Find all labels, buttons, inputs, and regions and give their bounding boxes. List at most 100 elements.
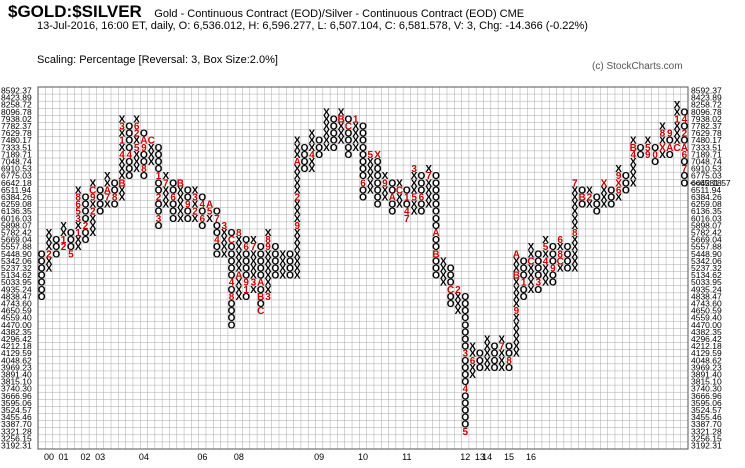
month-marker: 0 <box>652 150 658 161</box>
y-tick-label-left: 4935.24 <box>1 284 32 294</box>
o-box: O <box>461 306 469 317</box>
x-box: X <box>294 264 301 275</box>
y-tick-label-right: 7048.74 <box>691 157 722 167</box>
x-box: X <box>294 235 301 246</box>
y-tick-label-right: 5669.04 <box>691 235 722 245</box>
o-box: O <box>330 136 338 147</box>
month-marker: 4 <box>462 384 468 395</box>
o-box: O <box>228 228 236 239</box>
month-marker: X <box>374 150 381 161</box>
o-box: O <box>432 185 440 196</box>
y-tick-label-left: 6910.53 <box>1 164 32 174</box>
o-box: O <box>622 185 630 196</box>
x-box: X <box>513 313 520 324</box>
x-tick-label: 04 <box>139 452 149 462</box>
month-marker: B <box>177 178 184 189</box>
x-box: X <box>542 271 549 282</box>
y-tick-label-right: 3891.40 <box>691 369 722 379</box>
o-box: O <box>461 313 469 324</box>
y-tick-label-left: 5033.95 <box>1 277 32 287</box>
month-marker: A <box>140 136 147 147</box>
month-marker: 4 <box>127 150 133 161</box>
y-tick-label-left: 6259.08 <box>1 199 32 209</box>
o-box: O <box>359 150 367 161</box>
x-box: X <box>221 242 228 253</box>
o-box: O <box>549 249 557 260</box>
month-marker: 1 <box>521 278 527 289</box>
month-marker: 6 <box>243 242 249 253</box>
x-box: X <box>323 136 330 147</box>
o-box: O <box>564 256 572 267</box>
month-marker: 4 <box>200 200 206 211</box>
month-marker: 5 <box>368 150 374 161</box>
o-box: O <box>418 207 426 218</box>
x-box: X <box>236 285 243 296</box>
o-box: O <box>505 349 513 360</box>
o-box: O <box>345 129 353 140</box>
month-marker: 9 <box>90 193 96 204</box>
month-marker: 7 <box>499 342 505 353</box>
o-box: O <box>359 136 367 147</box>
y-tick-label-right: 4650.59 <box>691 306 722 316</box>
x-box: X <box>498 356 505 367</box>
o-box: O <box>651 157 659 168</box>
x-box: X <box>557 264 564 275</box>
month-marker: 2 <box>61 242 67 253</box>
x-box: X <box>89 200 96 211</box>
y-tick-label-left: 5342.06 <box>1 256 32 266</box>
y-tick-label-left: 8592.37 <box>1 86 32 96</box>
o-box: O <box>228 271 236 282</box>
o-box: O <box>447 278 455 289</box>
x-box: X <box>498 334 505 345</box>
month-marker: 6 <box>557 235 563 246</box>
x-box: X <box>250 235 257 246</box>
y-axis-left: 8592.378423.898258.728096.787938.027782.… <box>1 86 32 451</box>
x-box: X <box>484 356 491 367</box>
o-box: O <box>549 242 557 253</box>
o-box: O <box>564 242 572 253</box>
o-box: O <box>388 178 396 189</box>
x-box: X <box>323 114 330 125</box>
o-box: O <box>432 264 440 275</box>
o-box: O <box>257 249 265 260</box>
x-box: X <box>75 242 82 253</box>
y-tick-label-right: 5134.62 <box>691 270 722 280</box>
o-box: O <box>155 157 163 168</box>
o-box: O <box>82 200 90 211</box>
o-box: O <box>169 200 177 211</box>
y-tick-label-left: 5898.07 <box>1 220 32 230</box>
x-box: X <box>89 228 96 239</box>
x-box: X <box>571 221 578 232</box>
x-box: X <box>104 178 111 189</box>
o-box: O <box>301 143 309 154</box>
month-marker: 7 <box>105 193 111 204</box>
x-box: X <box>46 264 53 275</box>
y-tick-label-right: 5033.95 <box>691 277 722 287</box>
x-box: X <box>265 256 272 267</box>
month-marker: 4 <box>630 150 636 161</box>
month-marker: 2 <box>587 193 593 204</box>
y-tick-label-left: 5448.90 <box>1 249 32 259</box>
y-tick-label-right: 3192.31 <box>691 440 722 450</box>
x-box: X <box>221 228 228 239</box>
o-box: O <box>67 228 75 239</box>
month-marker: 3 <box>192 193 198 204</box>
o-box: O <box>213 221 221 232</box>
o-box: O <box>125 164 133 175</box>
o-box: O <box>461 292 469 303</box>
o-box: O <box>680 136 688 147</box>
o-box: O <box>432 271 440 282</box>
o-box: O <box>461 370 469 381</box>
o-box: O <box>82 207 90 218</box>
y-tick-label-right: 3256.15 <box>691 433 722 443</box>
x-box: X <box>440 278 447 289</box>
month-marker: 8 <box>265 235 271 246</box>
x-tick-label: 09 <box>314 452 324 462</box>
o-box: O <box>330 143 338 154</box>
y-tick-label-right: 8096.78 <box>691 107 722 117</box>
x-box: X <box>265 285 272 296</box>
o-box: O <box>403 200 411 211</box>
x-box: X <box>236 242 243 253</box>
month-marker: 4 <box>404 207 410 218</box>
month-marker: B <box>578 193 585 204</box>
